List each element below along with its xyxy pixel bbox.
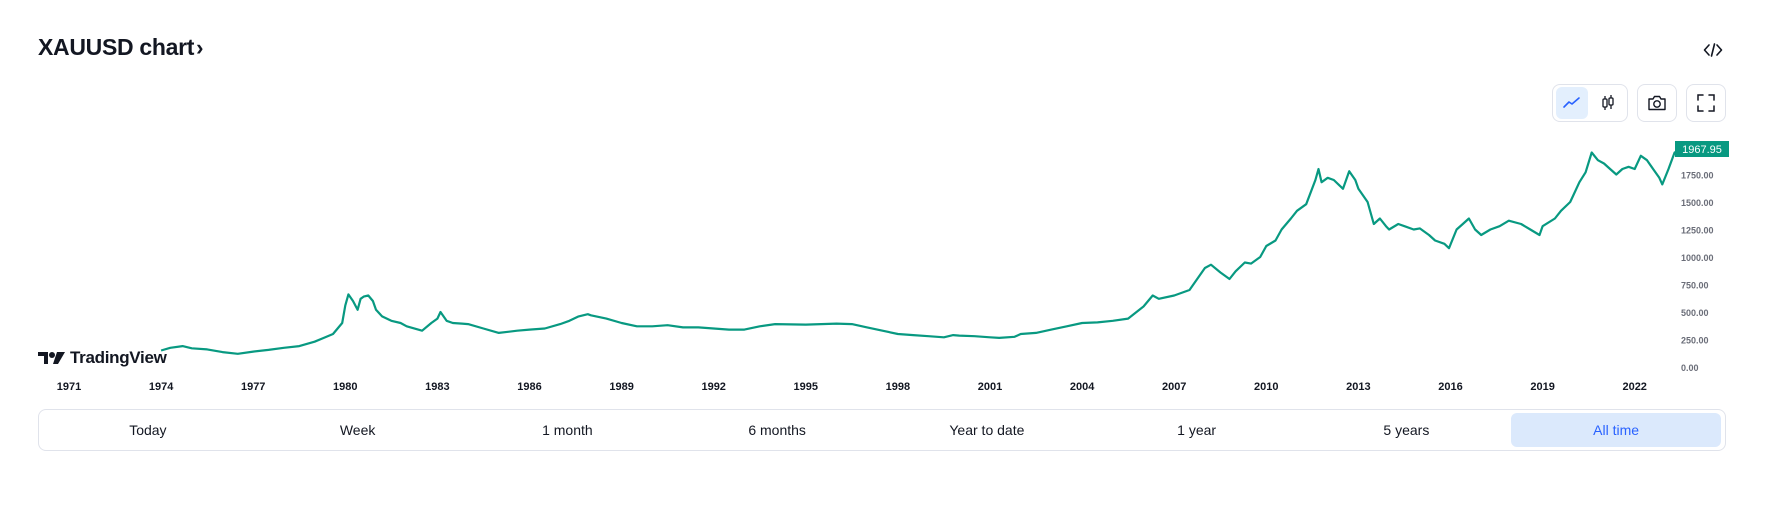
x-tick-label: 2004 [1070,381,1095,393]
y-tick-label: 1000.00 [1681,253,1714,263]
x-tick-label: 1989 [609,381,633,393]
range-year-to-date[interactable]: Year to date [949,422,1025,438]
x-tick-label: 1980 [333,381,357,393]
y-tick-label: 1250.00 [1681,226,1714,236]
chart-title[interactable]: XAUUSD chart› [38,34,203,61]
x-tick-label: 1992 [701,381,725,393]
fullscreen-button[interactable] [1690,87,1722,119]
last-price-label: 1967.95 [1675,141,1729,157]
tradingview-logo: TradingView [38,348,167,368]
x-tick-label: 2016 [1438,381,1462,393]
range-today[interactable]: Today [129,422,167,438]
snapshot-group [1637,84,1677,122]
x-tick-label: 1998 [886,381,910,393]
range-1-year[interactable]: 1 year [1177,422,1217,438]
x-tick-label: 1986 [517,381,541,393]
price-chart[interactable]: 1971 1974 1977 1980 1983 1986 1989 1992 1995 1998… [0,0,1771,400]
x-tick-label: 2019 [1530,381,1554,393]
range-week[interactable]: Week [339,422,376,438]
snapshot-button[interactable] [1641,87,1673,119]
price-series-line [160,149,1680,355]
x-tick-label: 1971 [57,381,81,393]
x-tick-label: 1983 [425,381,449,393]
tradingview-logo-text: TradingView [70,348,167,367]
x-tick-label: 2001 [978,381,1002,393]
x-tick-label: 1995 [794,381,818,393]
chevron-right-icon: › [196,35,204,60]
x-tick-label: 2013 [1346,381,1370,393]
range-5-years[interactable]: 5 years [1383,422,1430,438]
tradingview-logo-icon [38,352,65,364]
y-tick-label: 0.00 [1681,363,1699,373]
y-tick-label: 1750.00 [1681,171,1714,181]
x-tick-label: 2022 [1622,381,1646,393]
chart-title-text: XAUUSD chart [38,34,195,60]
line-chart-icon [1563,97,1580,108]
range-6-months[interactable]: 6 months [748,422,806,438]
y-tick-label: 750.00 [1681,281,1709,291]
range-all-time[interactable]: All time [1511,413,1721,447]
code-icon [1703,43,1723,57]
y-tick-label: 1500.00 [1681,198,1714,208]
y-tick-label: 500.00 [1681,308,1709,318]
chart-type-toggle [1552,84,1628,122]
x-tick-label: 1977 [241,381,265,393]
x-tick-label: 1974 [149,381,174,393]
embed-code-button[interactable] [1700,38,1726,62]
candlestick-icon [1602,95,1614,110]
camera-icon [1648,95,1666,111]
line-chart-button[interactable] [1556,87,1588,119]
x-tick-label: 2010 [1254,381,1278,393]
fullscreen-group [1686,84,1726,122]
y-tick-label: 250.00 [1681,336,1709,346]
fullscreen-icon [1697,94,1715,112]
time-range-selector: Today Week 1 month 6 months Year to date… [38,409,1726,451]
range-1-month[interactable]: 1 month [542,422,593,438]
candlestick-chart-button[interactable] [1592,87,1624,119]
last-price-text: 1967.95 [1682,144,1722,156]
x-tick-label: 2007 [1162,381,1186,393]
